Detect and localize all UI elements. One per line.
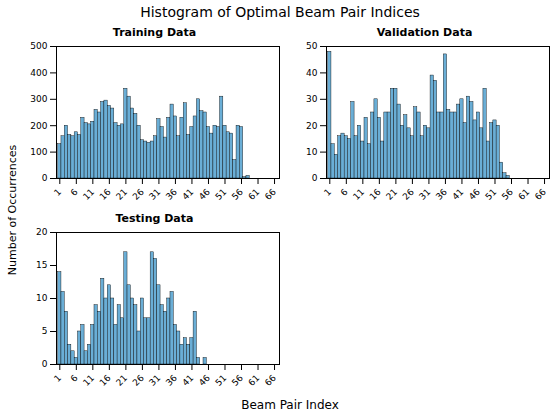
html-text:Testing Data: Testing Data bbox=[115, 212, 194, 225]
svg-text:16: 16 bbox=[98, 373, 113, 388]
svg-text:26: 26 bbox=[131, 187, 146, 202]
svg-text:61: 61 bbox=[246, 187, 261, 202]
svg-text:5: 5 bbox=[42, 326, 48, 336]
html-text:Validation Data: Validation Data bbox=[376, 26, 473, 39]
svg-text:21: 21 bbox=[114, 187, 129, 202]
svg-text:0: 0 bbox=[42, 173, 48, 183]
svg-text:56: 56 bbox=[230, 373, 245, 388]
svg-text:31: 31 bbox=[147, 187, 162, 202]
svg-text:200: 200 bbox=[30, 121, 47, 131]
svg-text:61: 61 bbox=[246, 373, 261, 388]
svg-text:100: 100 bbox=[30, 147, 47, 157]
svg-text:40: 40 bbox=[306, 68, 318, 78]
svg-text:51: 51 bbox=[483, 187, 498, 202]
svg-text:11: 11 bbox=[81, 373, 96, 388]
svg-text:36: 36 bbox=[164, 187, 179, 202]
svg-text:66: 66 bbox=[533, 187, 548, 202]
svg-text:500: 500 bbox=[30, 41, 47, 51]
svg-text:6: 6 bbox=[69, 373, 80, 384]
svg-text:11: 11 bbox=[351, 187, 366, 202]
svg-text:50: 50 bbox=[306, 41, 318, 51]
svg-text:300: 300 bbox=[30, 94, 47, 104]
svg-text:41: 41 bbox=[450, 187, 465, 202]
svg-text:26: 26 bbox=[401, 187, 416, 202]
svg-text:56: 56 bbox=[230, 187, 245, 202]
svg-text:0: 0 bbox=[42, 359, 48, 369]
svg-text:6: 6 bbox=[69, 187, 80, 198]
svg-text:36: 36 bbox=[164, 373, 179, 388]
svg-text:56: 56 bbox=[500, 187, 515, 202]
svg-text:21: 21 bbox=[114, 373, 129, 388]
svg-text:31: 31 bbox=[147, 373, 162, 388]
svg-text:66: 66 bbox=[263, 373, 278, 388]
svg-text:0: 0 bbox=[312, 173, 318, 183]
svg-text:61: 61 bbox=[516, 187, 531, 202]
svg-text:1: 1 bbox=[52, 373, 63, 384]
svg-text:400: 400 bbox=[30, 68, 47, 78]
svg-text:51: 51 bbox=[213, 187, 228, 202]
svg-text:46: 46 bbox=[197, 187, 212, 202]
svg-text:20: 20 bbox=[36, 227, 48, 237]
html-text:Beam Pair Index: Beam Pair Index bbox=[241, 398, 339, 412]
svg-text:16: 16 bbox=[98, 187, 113, 202]
svg-text:21: 21 bbox=[384, 187, 399, 202]
svg-text:16: 16 bbox=[368, 187, 383, 202]
html-text:Histogram of Optimal Beam Pair: Histogram of Optimal Beam Pair Indices bbox=[140, 4, 420, 20]
svg-text:66: 66 bbox=[263, 187, 278, 202]
svg-text:10: 10 bbox=[306, 147, 318, 157]
svg-text:46: 46 bbox=[197, 373, 212, 388]
svg-text:51: 51 bbox=[213, 373, 228, 388]
svg-text:36: 36 bbox=[434, 187, 449, 202]
html-text:Training Data: Training Data bbox=[112, 26, 197, 39]
svg-text:1: 1 bbox=[52, 187, 63, 198]
svg-text:15: 15 bbox=[36, 260, 47, 270]
svg-text:30: 30 bbox=[306, 94, 318, 104]
svg-text:31: 31 bbox=[417, 187, 432, 202]
svg-text:41: 41 bbox=[180, 187, 195, 202]
svg-text:20: 20 bbox=[306, 121, 318, 131]
svg-text:11: 11 bbox=[81, 187, 96, 202]
html-text:Number of Occurrences: Number of Occurrences bbox=[5, 144, 19, 276]
svg-text:10: 10 bbox=[36, 293, 48, 303]
svg-text:26: 26 bbox=[131, 373, 146, 388]
svg-text:41: 41 bbox=[180, 373, 195, 388]
svg-text:46: 46 bbox=[467, 187, 482, 202]
svg-text:1: 1 bbox=[322, 187, 333, 198]
svg-text:6: 6 bbox=[339, 187, 350, 198]
